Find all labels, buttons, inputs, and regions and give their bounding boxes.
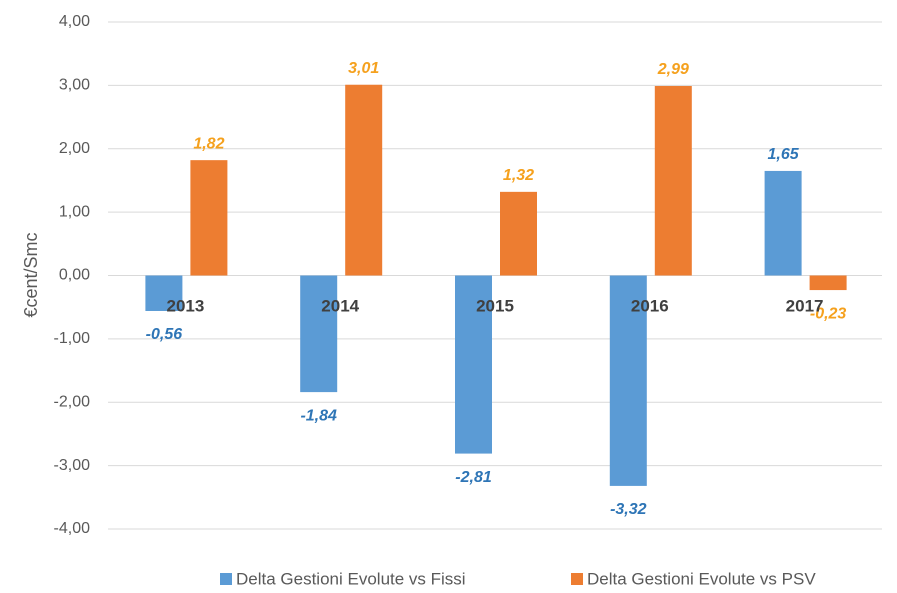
value-label: -0,56 [146,326,183,343]
bar [300,275,338,393]
y-tick-label: 3,00 [59,77,90,94]
y-tick-label: -3,00 [54,457,91,474]
legend-swatch [220,573,232,585]
x-tick-label: 2015 [476,296,514,315]
value-label: -2,81 [455,469,492,486]
bar [455,275,492,454]
value-label: 1,82 [193,135,224,152]
y-tick-label: -1,00 [54,330,91,347]
y-tick-label: -2,00 [54,393,91,410]
bar [345,84,383,276]
legend-swatch [571,573,583,585]
value-label: 1,65 [768,146,800,163]
x-tick-label: 2013 [166,296,204,315]
x-tick-label: 2016 [631,296,669,315]
y-axis-label: €cent/Smc [21,232,41,317]
y-tick-label: 2,00 [59,140,90,157]
bar [809,275,847,291]
x-tick-label: 2014 [321,296,359,315]
value-label: 2,99 [657,61,689,78]
y-tick-label: 4,00 [59,13,90,30]
bar [609,275,647,486]
bar [145,275,183,311]
bar [654,86,692,276]
y-tick-label: 1,00 [59,203,90,220]
bar [190,160,228,276]
y-tick-label: 0,00 [59,267,90,284]
value-label: -0,23 [810,305,847,322]
legend-label: Delta Gestioni Evolute vs PSV [587,569,816,588]
value-label: -3,32 [610,501,647,518]
value-label: 1,32 [503,167,534,184]
y-tick-label: -4,00 [54,520,91,537]
bar [500,191,537,276]
value-label: 3,01 [348,60,379,77]
x-tick-label: 2017 [786,296,824,315]
bar [764,170,802,276]
legend-label: Delta Gestioni Evolute vs Fissi [236,569,466,588]
value-label: -1,84 [300,407,337,424]
